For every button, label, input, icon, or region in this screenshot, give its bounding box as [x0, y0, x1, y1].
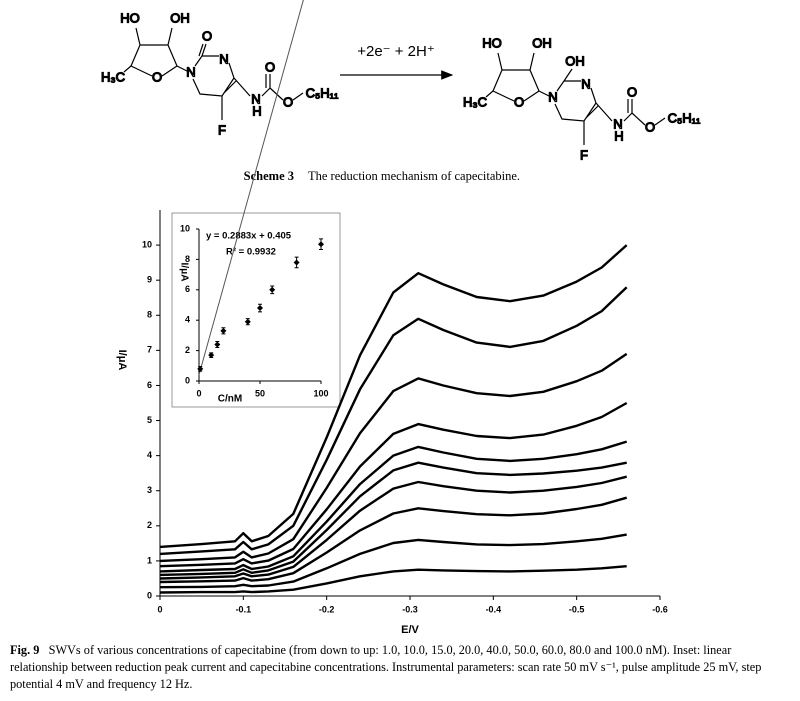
atom-label: O	[645, 119, 655, 134]
point	[208, 352, 215, 359]
point	[214, 341, 221, 348]
atom-label: OH	[532, 35, 552, 50]
inset-y-label: I/μA	[178, 263, 189, 282]
point	[269, 286, 276, 293]
y-tick-label: 7	[147, 345, 152, 355]
inset-frame	[171, 212, 341, 408]
fit-equation: y = 0.2883x + 0.405	[206, 231, 292, 242]
scheme-label: Scheme 3	[244, 169, 294, 183]
atom-label: O	[627, 84, 637, 99]
x-axis-label: E/V	[401, 624, 419, 636]
atom-label: F	[218, 122, 226, 137]
y-tick-label: 8	[147, 310, 152, 320]
x-tick-label: 0	[157, 604, 162, 614]
inset-x-tick-label: 50	[255, 388, 265, 398]
atom-label: O	[283, 94, 293, 109]
caption-label: Fig. 9	[10, 643, 40, 657]
atom-label: N	[548, 89, 557, 104]
inset-y-tick-label: 10	[180, 223, 190, 233]
curve	[159, 533, 627, 589]
inset-y-tick-label: 2	[185, 345, 190, 355]
reagents: +2e⁻ + 2H⁺	[357, 43, 435, 60]
y-tick-label: 4	[147, 450, 152, 460]
atom-label: O	[514, 94, 524, 109]
curve	[159, 565, 627, 594]
curve	[159, 286, 628, 556]
y-tick-label: 3	[147, 485, 152, 495]
curve	[159, 461, 627, 577]
point	[257, 305, 263, 312]
atom-label: F	[580, 147, 588, 162]
x-tick-label: -0.3	[402, 604, 418, 614]
point	[318, 241, 324, 248]
scheme-caption: The reduction mechanism of capecitabine.	[308, 169, 520, 183]
inset-y-tick-label: 0	[185, 375, 190, 385]
point	[244, 318, 251, 325]
y-tick-label: 0	[147, 590, 152, 600]
atom-label: C₅H₁₁	[306, 85, 339, 100]
atom-label: H	[252, 103, 261, 118]
curve	[159, 475, 627, 580]
inset-y-tick-label: 8	[185, 254, 190, 264]
y-tick-label: 5	[147, 415, 152, 425]
x-tick-label: -0.6	[652, 604, 668, 614]
point	[293, 259, 300, 266]
inset-x-tick-label: 100	[313, 388, 328, 398]
atom-label: N	[219, 51, 228, 66]
figure-caption: Fig. 9 SWVs of various concentrations of…	[10, 642, 790, 693]
bonds	[485, 52, 666, 145]
x-tick-label: -0.5	[569, 604, 585, 614]
atom-label: OH	[565, 53, 585, 68]
point	[197, 365, 204, 372]
atom-label: N	[251, 91, 260, 106]
atom-label: H	[614, 128, 623, 143]
y-tick-label: 9	[147, 275, 152, 285]
x-tick-label: -0.2	[319, 604, 335, 614]
curve	[159, 352, 628, 563]
y-tick-label: 1	[147, 555, 152, 565]
inset-y-tick-label: 4	[185, 315, 190, 325]
x-tick-label: -0.4	[486, 604, 502, 614]
curve	[159, 496, 628, 584]
atom-label: O	[152, 69, 162, 84]
atom-label: O	[202, 28, 212, 43]
atom-label: H₃C	[101, 69, 125, 84]
inset-x-tick-label: 0	[196, 388, 201, 398]
fit-line	[198, 0, 304, 375]
curve	[159, 440, 628, 573]
inset-x-label: C/nM	[218, 394, 242, 405]
atom-label: N	[613, 116, 622, 131]
r-squared: R² = 0.9932	[226, 247, 276, 258]
curve	[159, 401, 628, 568]
atom-label: C₅H₁₁	[668, 110, 701, 125]
y-tick-label: 2	[147, 520, 152, 530]
bonds	[123, 27, 304, 120]
x-tick-label: -0.1	[236, 604, 252, 614]
atom-label: O	[265, 59, 275, 74]
y-axis-label: I/μA	[116, 350, 128, 371]
atom-label: N	[581, 76, 590, 91]
y-tick-label: 6	[147, 380, 152, 390]
atom-label: N	[186, 64, 195, 79]
inset-y-tick-label: 6	[185, 284, 190, 294]
point	[220, 327, 227, 334]
y-tick-label: 10	[142, 239, 152, 249]
curve	[159, 244, 628, 549]
atom-label: HO	[482, 35, 502, 50]
caption-text: SWVs of various concentrations of capeci…	[10, 643, 762, 691]
atom-label: HO	[120, 10, 140, 25]
atom-label: H₃C	[463, 94, 487, 109]
atom-label: OH	[170, 10, 190, 25]
